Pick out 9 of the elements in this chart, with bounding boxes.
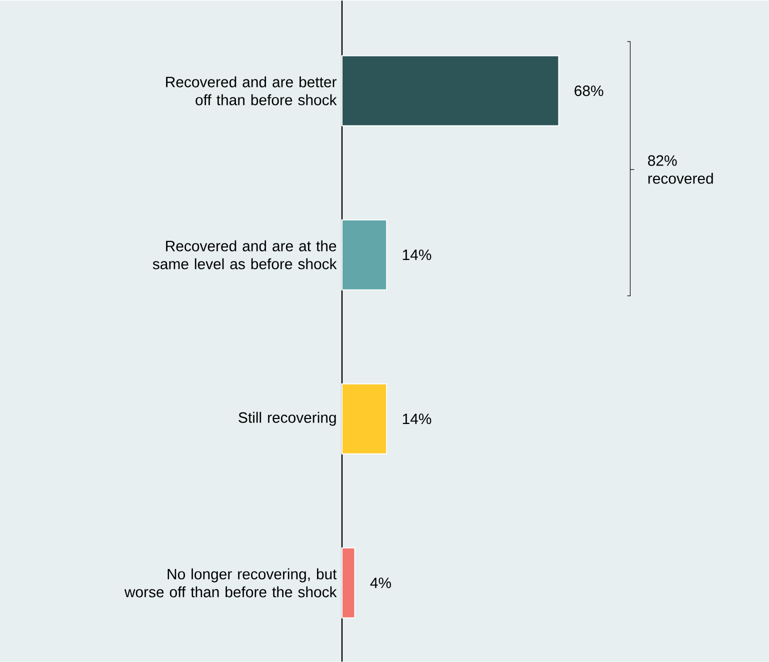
data-label: 4% bbox=[370, 578, 391, 588]
y-tick-label: Still recovering bbox=[238, 412, 336, 426]
data-label: 68% bbox=[574, 85, 604, 96]
y-tick-label: No longer recovering, but worse off than before the shock bbox=[124, 568, 337, 598]
annotation: 82% recovered bbox=[648, 155, 713, 184]
data-label: 14% bbox=[402, 250, 432, 260]
y-tick-label: Recovered and are better off than before shock bbox=[166, 76, 337, 106]
y-tick-label: Recovered and are at the same level as before shock bbox=[152, 240, 337, 270]
data-label: 14% bbox=[402, 414, 432, 424]
